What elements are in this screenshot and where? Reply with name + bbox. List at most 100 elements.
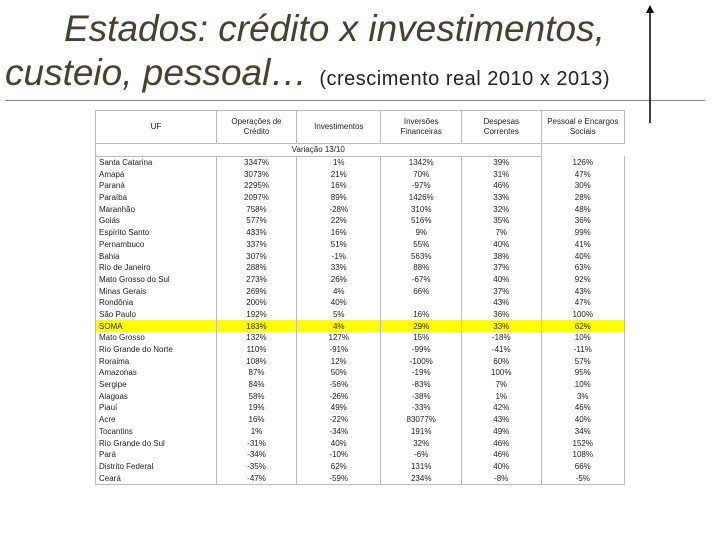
table-row: Sergipe 84% -56% -83% 7% 10% — [95, 378, 626, 391]
cell: -38% — [380, 390, 462, 403]
cell: 28% — [540, 191, 626, 204]
state-name: Goiás — [95, 215, 217, 227]
state-name: Acre — [95, 413, 217, 426]
cell: 87% — [215, 367, 298, 379]
state-name: Sergipe — [95, 378, 217, 391]
table-row: Rio Grande do Sul -31% 40% 32% 46% 152% — [95, 437, 626, 449]
cell: -83% — [380, 378, 462, 391]
cell — [380, 296, 462, 309]
table-body: Variação 13/10 Santa Catarina 3347% 1% 1342%… — [95, 143, 626, 485]
cell: -100% — [380, 355, 462, 368]
state-name: Mato Grosso — [95, 332, 217, 344]
table-row: Alagoas 58% -26% -38% 1% 3% — [95, 390, 626, 403]
table-row: Rio Grande do Norte 110% -91% -99% -41% -11% — [95, 343, 626, 356]
cell: 19% — [215, 402, 298, 414]
cell: 40% — [540, 413, 626, 426]
cell: 3347% — [215, 156, 298, 169]
cell: 35% — [460, 215, 542, 227]
cell: 15% — [380, 332, 462, 344]
cell: -47% — [215, 472, 298, 485]
cell: 66% — [380, 285, 462, 297]
cell: 1% — [296, 156, 382, 169]
cell: 7% — [460, 226, 542, 239]
cell: -26% — [296, 390, 382, 403]
cell: 132% — [215, 332, 298, 344]
state-name: Pernambuco — [95, 238, 217, 251]
table-row: Ceará -47% -59% 234% -8% -5% — [95, 472, 626, 485]
cell: -91% — [296, 343, 382, 356]
cell: 37% — [460, 285, 542, 297]
cell: 36% — [540, 215, 626, 227]
state-name: Tocantins — [95, 425, 217, 438]
cell: 310% — [380, 203, 462, 216]
cell: 108% — [215, 355, 298, 368]
table-row: Maranhão 758% -28% 310% 32% 48% — [95, 203, 626, 216]
cell: 46% — [460, 180, 542, 192]
state-name: Piauí — [95, 402, 217, 414]
table-row: São Paulo 192% 5% 16% 36% 100% — [95, 308, 626, 321]
cell: 30% — [540, 180, 626, 192]
cell: 49% — [460, 425, 542, 438]
cell: 1426% — [380, 191, 462, 204]
table-row: Amapá 3073% 21% 70% 31% 47% — [95, 168, 626, 181]
state-name: Bahia — [95, 250, 217, 262]
cell: 433% — [215, 226, 298, 239]
cell: -34% — [215, 448, 298, 461]
table-row: Paraíba 2097% 89% 1426% 33% 28% — [95, 191, 626, 204]
table-row: Santa Catarina 3347% 1% 1342% 39% 126% — [95, 156, 626, 169]
cell: 40% — [540, 250, 626, 262]
subtitle: (crescimento real 2010 x 2013) — [319, 68, 611, 90]
table-row: Paraná 2295% 16% -97% 46% 30% — [95, 180, 626, 192]
table-row: Goiás 577% 22% 516% 35% 36% — [95, 215, 626, 227]
cell: 16% — [296, 226, 382, 239]
table-row: Pernambuco 337% 51% 55% 40% 41% — [95, 238, 626, 251]
state-name: Mato Grosso do Sul — [95, 273, 217, 286]
state-name: Amazonas — [95, 367, 217, 379]
cell: 307% — [215, 250, 298, 262]
cell: -41% — [460, 343, 542, 356]
cell: 62% — [540, 320, 626, 332]
cell: 48% — [540, 203, 626, 216]
state-name: Pará — [95, 448, 217, 461]
cell: 43% — [460, 296, 542, 309]
cell: 3073% — [215, 168, 298, 181]
table-row: Distrito Federal -35% 62% 131% 40% 66% — [95, 460, 626, 473]
cell: 33% — [460, 320, 542, 332]
divider — [5, 100, 705, 101]
table-row: Amazonas 87% 50% -19% 100% 95% — [95, 367, 626, 379]
header-row: UF Operações de Crédito Investimentos Inver… — [95, 110, 626, 144]
cell: 39% — [460, 156, 542, 169]
cell: 16% — [215, 413, 298, 426]
table-row: Bahia 307% -1% 563% 38% 40% — [95, 250, 626, 262]
cell: 9% — [380, 226, 462, 239]
cell: -5% — [540, 472, 626, 485]
cell: 46% — [540, 402, 626, 414]
title: Estados: crédito x investimentos, — [64, 8, 605, 49]
cell: 40% — [296, 296, 382, 309]
cell: -31% — [215, 437, 298, 449]
cell: 83077% — [380, 413, 462, 426]
cell: 337% — [215, 238, 298, 251]
cell: 108% — [540, 448, 626, 461]
column-header: Despesas Correntes — [460, 110, 542, 144]
cell: 36% — [460, 308, 542, 321]
cell: 58% — [215, 390, 298, 403]
state-name: Rio de Janeiro — [95, 261, 217, 274]
cell: 110% — [215, 343, 298, 356]
arrow — [646, 5, 654, 123]
state-name: São Paulo — [95, 308, 217, 321]
cell: 40% — [296, 437, 382, 449]
state-name: Roraima — [95, 355, 217, 368]
cell: 47% — [540, 296, 626, 309]
table-row: Pará -34% -10% -6% 46% 108% — [95, 448, 626, 461]
state-name: Paraíba — [95, 191, 217, 204]
cell: 577% — [215, 215, 298, 227]
cell: 126% — [540, 156, 626, 169]
cell: -99% — [380, 343, 462, 356]
cell: 89% — [296, 191, 382, 204]
state-name: Santa Catarina — [95, 156, 217, 169]
table-row: Espírito Santo 433% 16% 9% 7% 99% — [95, 226, 626, 239]
cell: 26% — [296, 273, 382, 286]
table-row: Rio de Janeiro 288% 33% 88% 37% 63% — [95, 261, 626, 274]
